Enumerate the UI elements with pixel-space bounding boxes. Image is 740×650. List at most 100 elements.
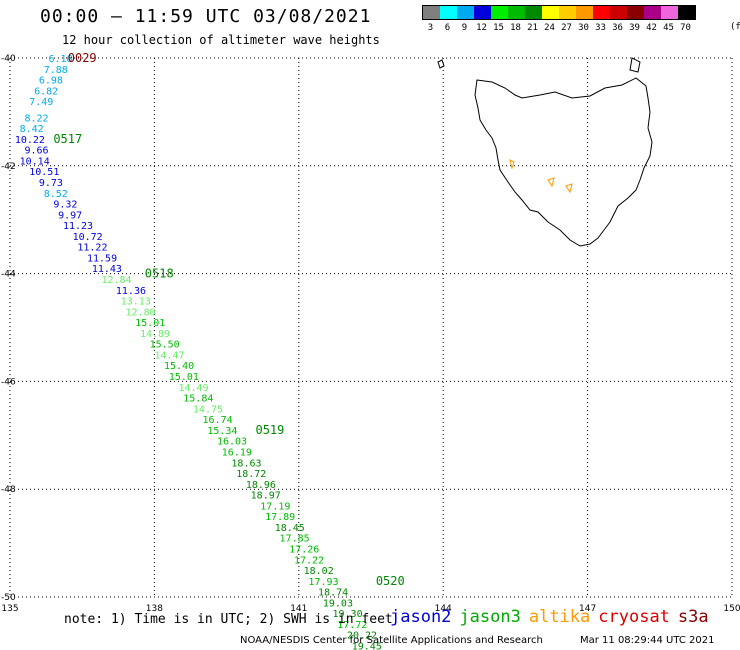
swh-value: 13.13 [121, 297, 151, 308]
longitude-tick-label: 144 [435, 604, 452, 614]
swh-value: 15.34 [207, 426, 237, 437]
satellite-name: s3a [677, 607, 709, 627]
latitude-tick-label: -46 [1, 377, 16, 387]
longitude-tick-label: 135 [1, 604, 18, 614]
swh-value: 19.45 [352, 642, 382, 650]
legend-swatch [559, 6, 576, 19]
inland-lake-outline [509, 159, 573, 194]
swh-value: 17.93 [308, 577, 338, 588]
swh-value: 9.73 [39, 178, 63, 189]
swh-value: 17.89 [265, 512, 295, 523]
swh-value: 15.84 [183, 394, 213, 405]
satellite-name: cryosat [598, 607, 670, 627]
swh-value: 18.63 [231, 458, 261, 469]
legend-swatch [457, 6, 474, 19]
longitude-tick-label: 150 [723, 604, 740, 614]
legend-swatch [678, 6, 695, 19]
satellite-name: jason3 [459, 607, 521, 627]
swh-value: 17.22 [294, 555, 324, 566]
latitude-tick-label: -44 [1, 270, 16, 280]
swh-value: 14.47 [154, 350, 184, 361]
swh-value: 9.97 [58, 210, 82, 221]
swh-value: 20.22 [347, 631, 377, 642]
flinders-island-outline [629, 57, 641, 73]
swh-value: 18.02 [304, 566, 334, 577]
swh-value: 8.22 [24, 113, 48, 124]
satellite-name: altika [528, 607, 591, 627]
legend-swatch [576, 6, 593, 19]
longitude-tick-label: 147 [579, 604, 596, 614]
satellite-legend: jason2 jason3 altika cryosat s3a [390, 607, 717, 627]
swh-value: 6.98 [39, 76, 63, 87]
swh-value: 6.82 [34, 86, 58, 97]
legend-swatch [491, 6, 508, 19]
swh-value: 11.36 [116, 286, 146, 297]
swh-value: 15.01 [135, 318, 165, 329]
swh-value: 14.75 [193, 404, 223, 415]
swh-value: 17.85 [280, 534, 310, 545]
swh-value: 11.23 [63, 221, 93, 232]
legend-label: 45 [663, 23, 674, 33]
legend-swatch [593, 6, 610, 19]
swh-value: 18.97 [251, 491, 281, 502]
time-labels: 0029 0517 0518 0519 0520 [53, 51, 404, 588]
latitude-tick-label: -48 [1, 485, 16, 495]
swh-value: 15.01 [169, 372, 199, 383]
legend-label: 12 [476, 23, 487, 33]
swh-value: 15.40 [164, 361, 194, 372]
swh-value: 12.80 [126, 307, 156, 318]
tasmania-outline [474, 77, 653, 247]
legend-swatch [440, 6, 457, 19]
legend-label: 70 [680, 23, 691, 33]
swh-value: 17.72 [337, 620, 367, 631]
legend-swatches [422, 5, 696, 20]
longitude-tick-label: 141 [290, 604, 307, 614]
swh-value: 16.19 [222, 447, 252, 458]
footer-note: note: 1) Time is in UTC; 2) SWH is in fe… [64, 612, 393, 627]
legend-label: 30 [578, 23, 589, 33]
legend-swatch [525, 6, 542, 19]
map-subtitle: 12 hour collection of altimeter wave hei… [62, 33, 380, 47]
graticule [9, 57, 733, 598]
swh-value: 16.74 [203, 415, 233, 426]
latitude-tick-label: -50 [1, 593, 16, 603]
legend-label: 15 [493, 23, 504, 33]
legend-label: 33 [595, 23, 606, 33]
swh-value: 16.03 [217, 437, 247, 448]
swh-value: 12.84 [101, 275, 131, 286]
swh-value: 14.49 [178, 383, 208, 394]
legend-label: 42 [646, 23, 657, 33]
legend-label: 27 [561, 23, 572, 33]
swh-value: 8.52 [44, 189, 68, 200]
swh-value: 11.59 [87, 253, 117, 264]
time-label: 0519 [255, 423, 284, 437]
legend-unit: (ft) [730, 22, 740, 32]
swh-value: 11.22 [77, 243, 107, 254]
swh-value: 7.88 [44, 65, 68, 76]
swh-value: 14.89 [140, 329, 170, 340]
legend-swatch [610, 6, 627, 19]
swh-value: 18.74 [318, 588, 348, 599]
legend-swatch [627, 6, 644, 19]
swh-value: 10.14 [20, 156, 50, 167]
map-title: 00:00 – 11:59 UTC 03/08/2021 [40, 6, 372, 27]
swh-value: 18.72 [236, 469, 266, 480]
time-label: 0029 [68, 51, 97, 65]
legend-swatch [644, 6, 661, 19]
legend-label: 24 [544, 23, 555, 33]
swh-value: 10.22 [15, 135, 45, 146]
swh-value: 6.16 [49, 54, 73, 65]
legend-labels: 3 6 9 12 15 18 21 24 27 30 33 36 39 42 45 70 [422, 23, 696, 33]
legend-label: 9 [461, 23, 468, 33]
footer-credit: NOAA/NESDIS Center for Satellite Applica… [240, 635, 543, 646]
legend-label: 36 [612, 23, 623, 33]
swh-value: 17.26 [289, 544, 319, 555]
latitude-tick-label: -42 [1, 162, 16, 172]
swh-value: 15.50 [150, 340, 180, 351]
time-label: 0518 [145, 267, 174, 281]
legend-swatch [542, 6, 559, 19]
time-label: 0517 [53, 132, 82, 146]
swh-labels: 6.167.886.986.827.498.228.4210.229.6610.… [15, 54, 382, 650]
